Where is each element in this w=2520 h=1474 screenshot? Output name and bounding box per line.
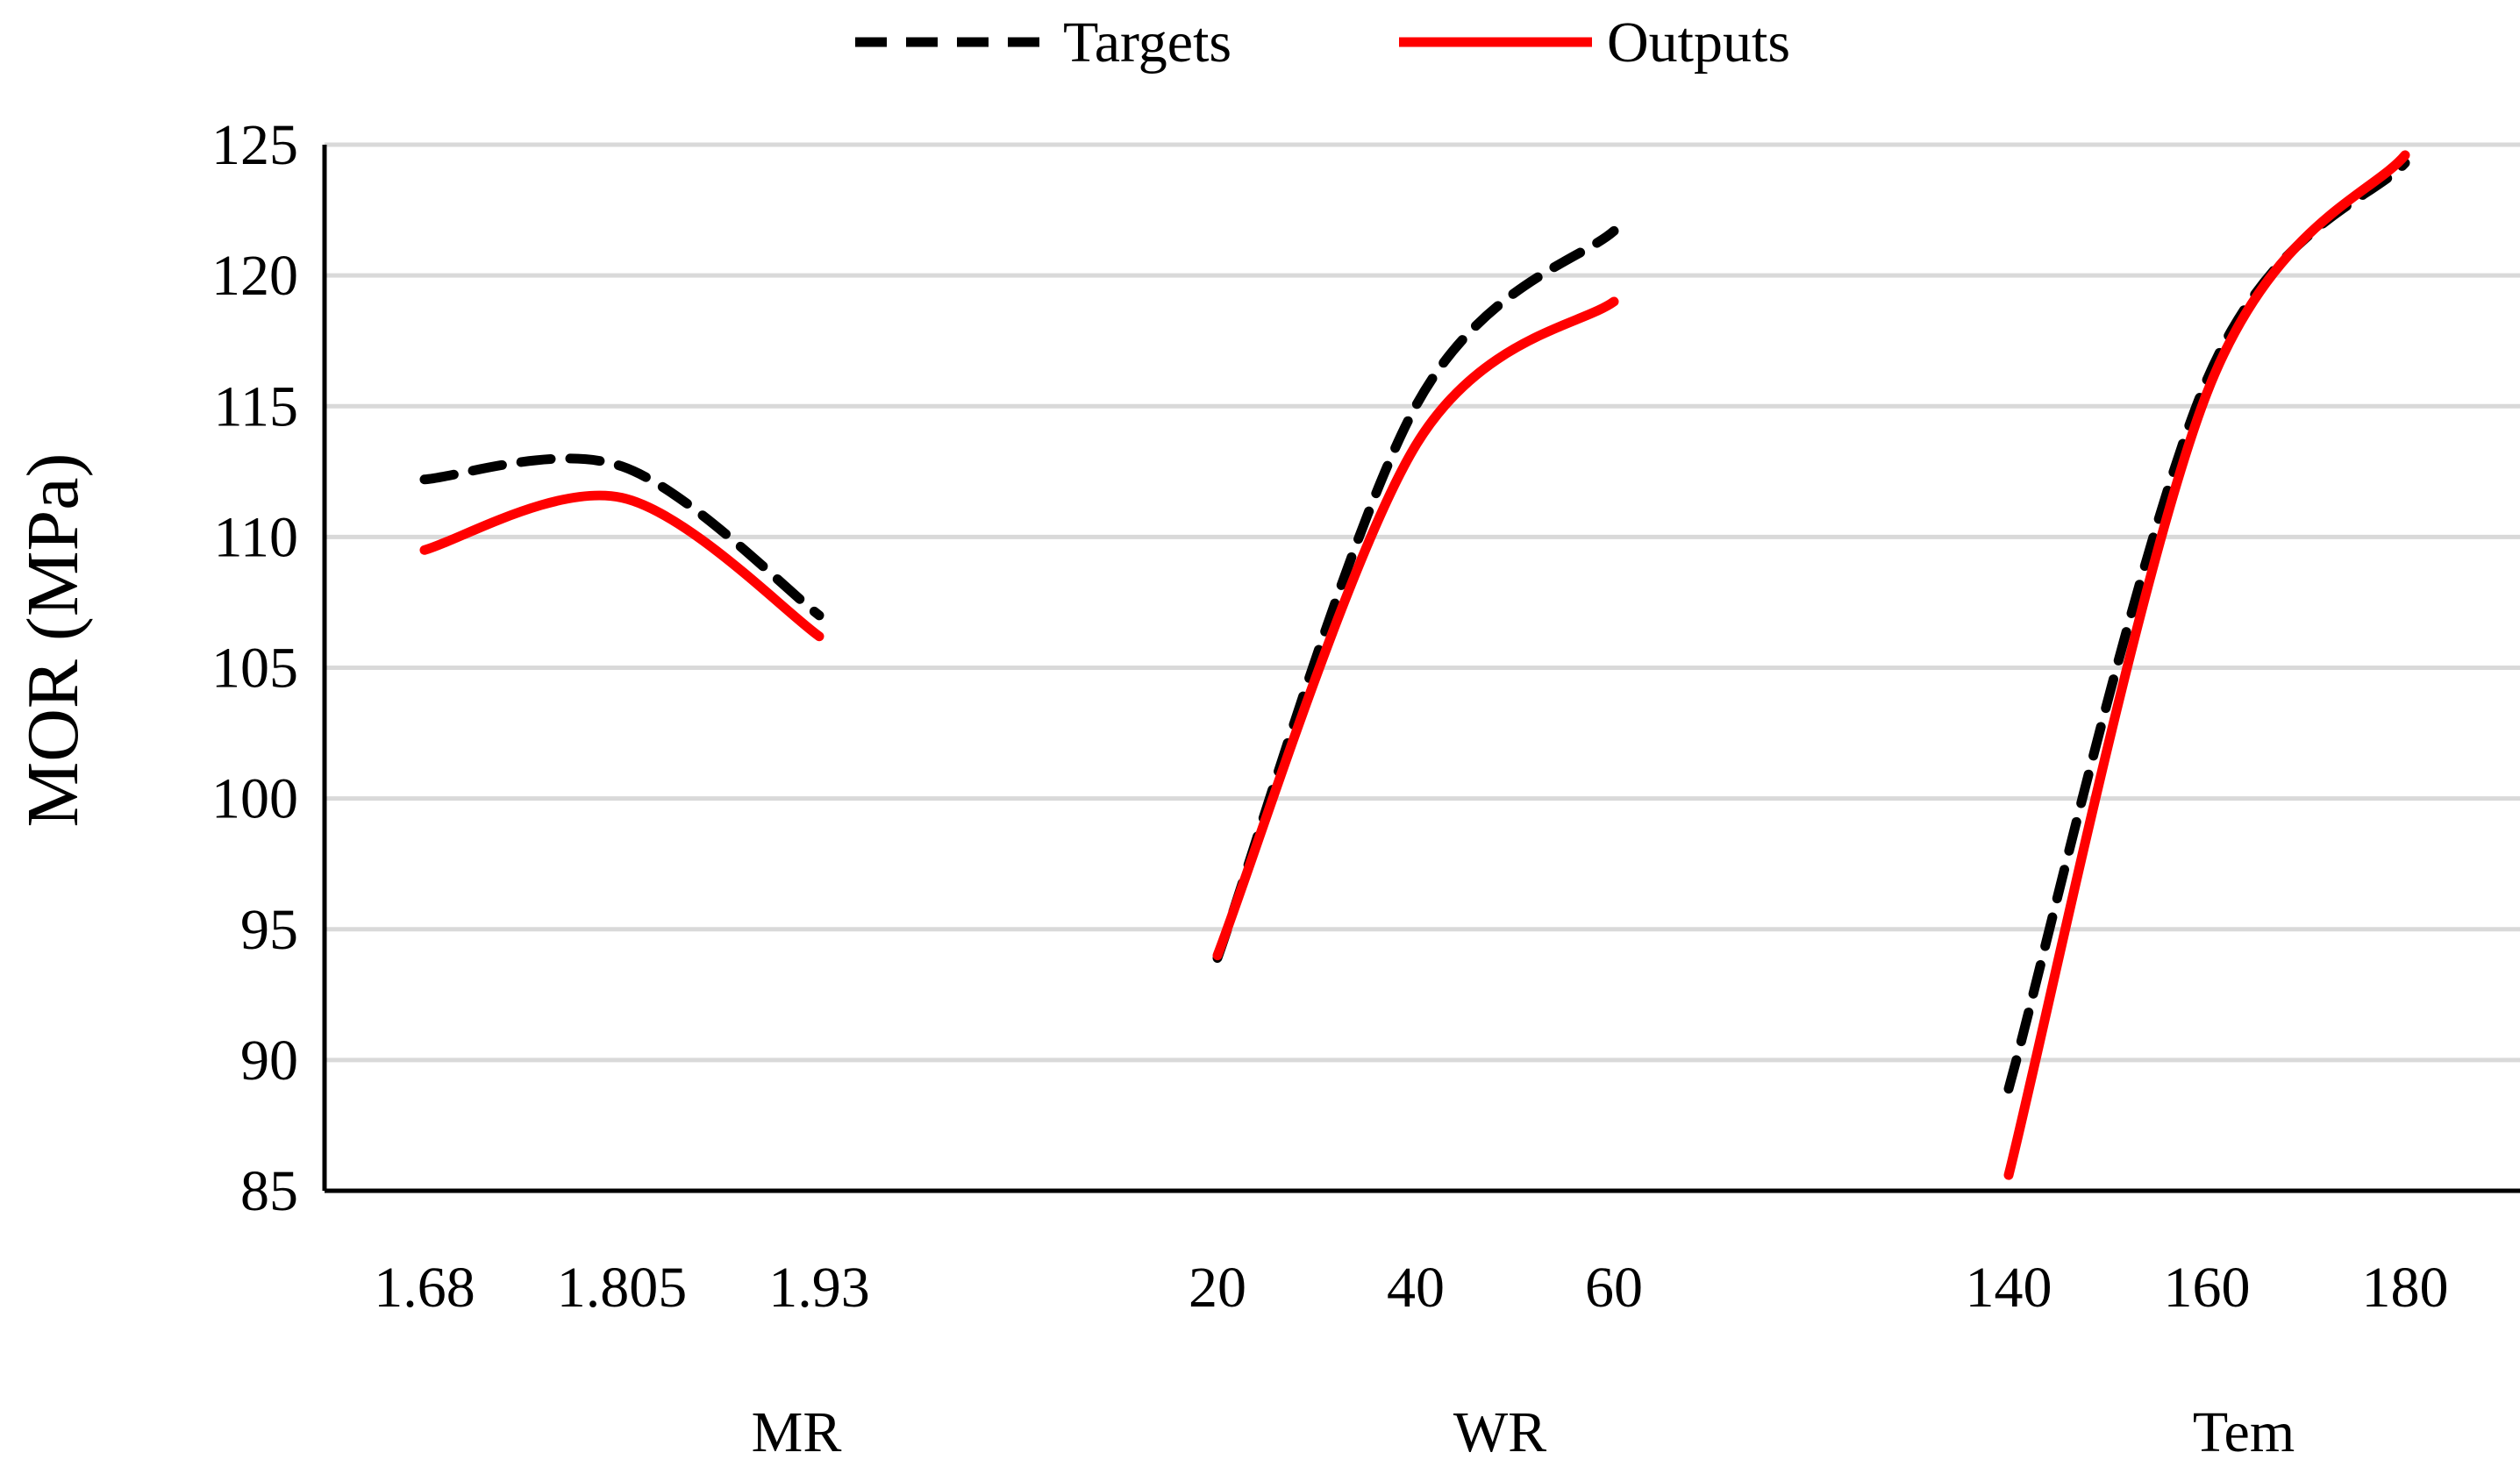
series-lines [419,150,2410,1180]
x-tick-tem-140: 140 [1966,1256,2052,1320]
x-tick-mr-1.805: 1.805 [557,1256,688,1320]
y-tick-labels: 85 90 95 100 105 110 115 120 125 [211,113,298,1223]
x-tick-mr-1.93: 1.93 [768,1256,870,1320]
y-tick-95: 95 [240,898,298,962]
series-outputs-mr-line [419,490,825,642]
x-tick-mr-1.68: 1.68 [374,1256,475,1320]
group-label-tem: Tem [2193,1400,2295,1464]
series-targets-mr-line [419,453,825,621]
group-labels: MR WR Tem [752,1400,2295,1464]
gridlines [325,142,2520,1063]
x-tick-labels: 1.68 1.805 1.93 20 40 60 140 160 180 [374,1256,2448,1320]
legend-targets-label: Targets [1063,11,1231,75]
y-tick-85: 85 [240,1159,298,1223]
legend-outputs-label: Outputs [1607,11,1790,75]
y-tick-105: 105 [211,637,298,701]
y-axis-title: MOR (MPa) [12,452,94,827]
series-targets-tem-line [2003,158,2410,1094]
series-targets-wr-line [1212,225,1619,964]
x-tick-wr-20: 20 [1189,1256,1246,1320]
y-tick-115: 115 [213,374,298,438]
y-tick-120: 120 [211,244,298,308]
y-tick-125: 125 [211,113,298,177]
x-tick-wr-60: 60 [1585,1256,1643,1320]
y-tick-100: 100 [211,767,298,831]
y-tick-110: 110 [213,505,298,569]
x-tick-wr-40: 40 [1387,1256,1445,1320]
series-outputs-wr-line [1212,296,1619,961]
x-tick-tem-160: 160 [2164,1256,2251,1320]
axes [322,145,2520,1193]
group-label-mr: MR [752,1400,842,1464]
y-tick-90: 90 [240,1029,298,1093]
legend: Targets Outputs [855,11,1790,75]
group-label-wr: WR [1453,1400,1546,1464]
series-outputs-tem-line [2003,150,2410,1180]
x-tick-tem-180: 180 [2362,1256,2449,1320]
